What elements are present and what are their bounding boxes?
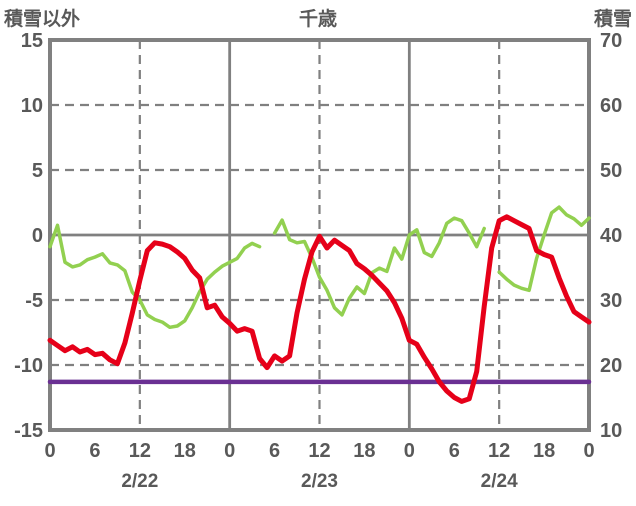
x-hour-label: 0	[224, 440, 235, 462]
x-hour-label: 6	[89, 440, 100, 462]
right-axis-tick-label: 70	[600, 30, 622, 52]
left-axis-tick-label: 5	[32, 160, 43, 182]
right-axis-tick-label: 20	[600, 355, 622, 377]
plot-border	[48, 38, 591, 432]
right-axis-tick-label: 10	[600, 420, 622, 442]
right-axis-tick-label: 60	[600, 95, 622, 117]
x-hour-label: 18	[174, 440, 196, 462]
x-hour-label: 0	[404, 440, 415, 462]
x-date-label: 2/22	[121, 471, 158, 492]
right-axis-tick-label: 40	[600, 225, 622, 247]
left-axis-tick-label: -5	[25, 290, 43, 312]
right-axis-tick-label: 50	[600, 160, 622, 182]
x-date-label: 2/23	[301, 471, 338, 492]
x-hour-label: 12	[488, 440, 510, 462]
left-axis-title: 積雪以外	[4, 7, 80, 30]
x-date-label: 2/24	[481, 471, 518, 492]
x-hour-label: 0	[44, 440, 55, 462]
x-hour-label: 6	[449, 440, 460, 462]
left-axis-tick-label: -15	[14, 420, 43, 442]
left-axis-tick-label: 0	[32, 225, 43, 247]
x-hour-label: 18	[533, 440, 555, 462]
right-axis-title: 積雪	[594, 7, 632, 30]
x-hour-label: 6	[269, 440, 280, 462]
x-hour-label: 12	[129, 440, 151, 462]
left-axis-tick-label: -10	[14, 355, 43, 377]
series-red-line	[47, 214, 592, 404]
x-hour-label: 12	[308, 440, 330, 462]
data-series	[47, 205, 592, 404]
x-hour-label: 18	[353, 440, 375, 462]
chart-title: 千歳	[299, 8, 337, 30]
left-axis-tick-label: 10	[21, 95, 43, 117]
right-axis-tick-label: 30	[600, 290, 622, 312]
x-hour-label: 0	[583, 440, 594, 462]
left-axis-tick-label: 15	[21, 30, 43, 52]
